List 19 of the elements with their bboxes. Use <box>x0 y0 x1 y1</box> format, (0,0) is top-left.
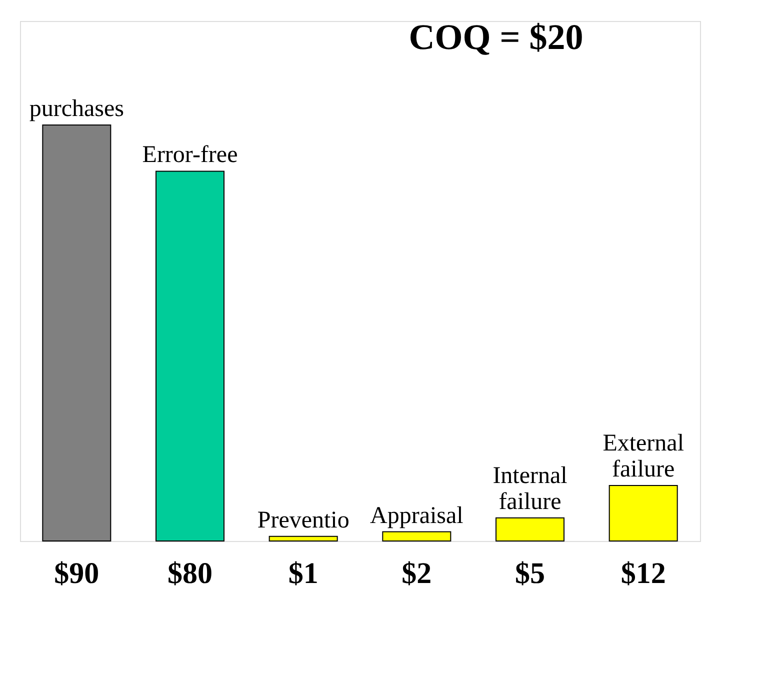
bar <box>156 170 224 542</box>
text: COQ = $20 <box>408 17 584 57</box>
bar <box>608 485 678 542</box>
data-label: $1 <box>288 557 318 590</box>
category-label: External failure <box>602 430 684 483</box>
bar <box>268 536 338 542</box>
bar <box>42 124 112 542</box>
x-tick-label: purchases <box>29 96 124 122</box>
bar <box>382 531 452 542</box>
x-tick-label: Error-free <box>142 142 238 168</box>
data-label: $5 <box>515 557 545 590</box>
category-label: Internal failure <box>492 462 568 515</box>
bar <box>496 517 564 542</box>
data-label: $90 <box>54 557 100 590</box>
data-label: $80 <box>168 557 212 590</box>
data-label: $12 <box>620 557 666 590</box>
x-tick-label: Appraisal <box>370 502 464 529</box>
data-label: $2 <box>402 557 432 590</box>
x-tick-label: Preventio <box>257 507 350 534</box>
